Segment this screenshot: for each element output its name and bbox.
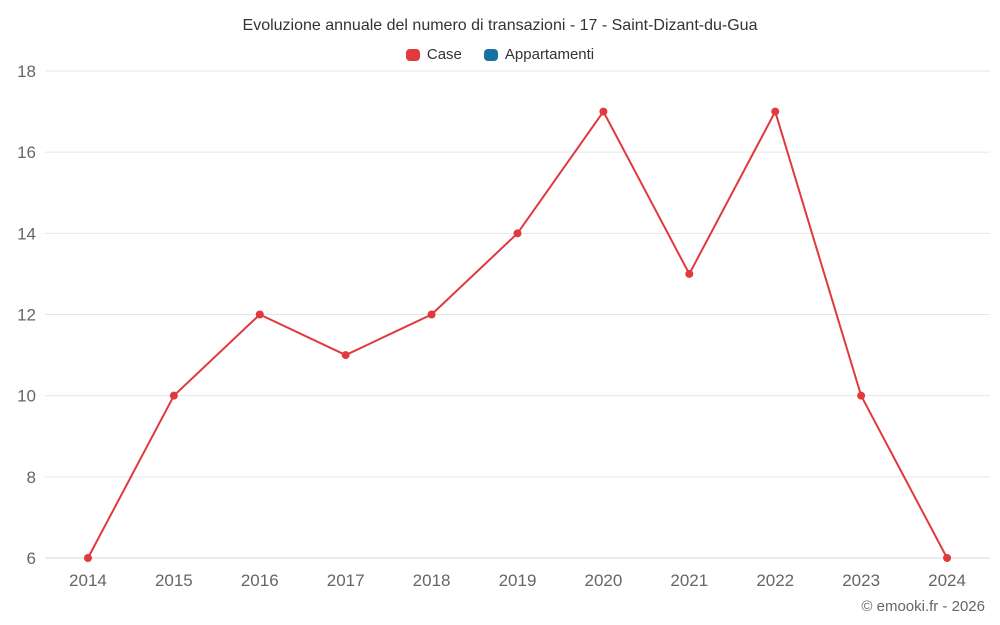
x-axis-tick-label: 2018 xyxy=(413,571,451,590)
legend-item-appartamenti[interactable]: Appartamenti xyxy=(483,46,595,63)
data-point-marker xyxy=(685,269,694,278)
x-axis-tick-label: 2019 xyxy=(499,571,537,590)
chart-title: Evoluzione annuale del numero di transaz… xyxy=(242,17,758,34)
x-axis-tick-label: 2024 xyxy=(928,571,966,590)
x-axis-tick-label: 2015 xyxy=(155,571,193,590)
y-axis-tick-label: 6 xyxy=(27,549,36,568)
appartamenti-series-marker-icon xyxy=(483,48,498,61)
x-axis-tick-label: 2020 xyxy=(584,571,622,590)
series-line-case xyxy=(87,110,948,559)
data-point-marker xyxy=(513,229,522,238)
data-point-marker xyxy=(943,554,952,562)
chart-attribution: © emooki.fr - 2026 xyxy=(861,598,985,615)
data-point-marker xyxy=(771,107,780,116)
y-axis-tick-label: 10 xyxy=(17,387,36,406)
y-axis-tick-label: 16 xyxy=(17,143,36,162)
x-axis-tick-label: 2017 xyxy=(327,571,365,590)
data-point-marker xyxy=(255,310,264,319)
legend-label-appartamenti: Appartamenti xyxy=(504,46,595,63)
chart-legend: Case Appartamenti xyxy=(0,46,1000,63)
legend-label-case: Case xyxy=(426,46,462,63)
x-axis-tick-label: 2016 xyxy=(241,571,279,590)
legend-item-case[interactable]: Case xyxy=(405,46,462,63)
data-point-marker xyxy=(427,310,436,319)
y-axis-tick-label: 18 xyxy=(17,62,36,81)
case-series-marker-icon xyxy=(405,48,420,61)
data-point-marker xyxy=(341,351,350,360)
x-axis-tick-label: 2023 xyxy=(842,571,880,590)
y-axis-tick-label: 14 xyxy=(17,224,36,243)
data-point-marker xyxy=(83,554,92,562)
data-point-marker xyxy=(857,391,866,400)
x-axis-tick-label: 2022 xyxy=(756,571,794,590)
y-axis-tick-label: 12 xyxy=(17,306,36,325)
x-axis-tick-label: 2014 xyxy=(69,571,107,590)
data-point-marker xyxy=(599,107,608,116)
x-axis-tick-label: 2021 xyxy=(670,571,708,590)
y-axis-tick-label: 8 xyxy=(27,468,36,487)
data-point-marker xyxy=(169,391,178,400)
